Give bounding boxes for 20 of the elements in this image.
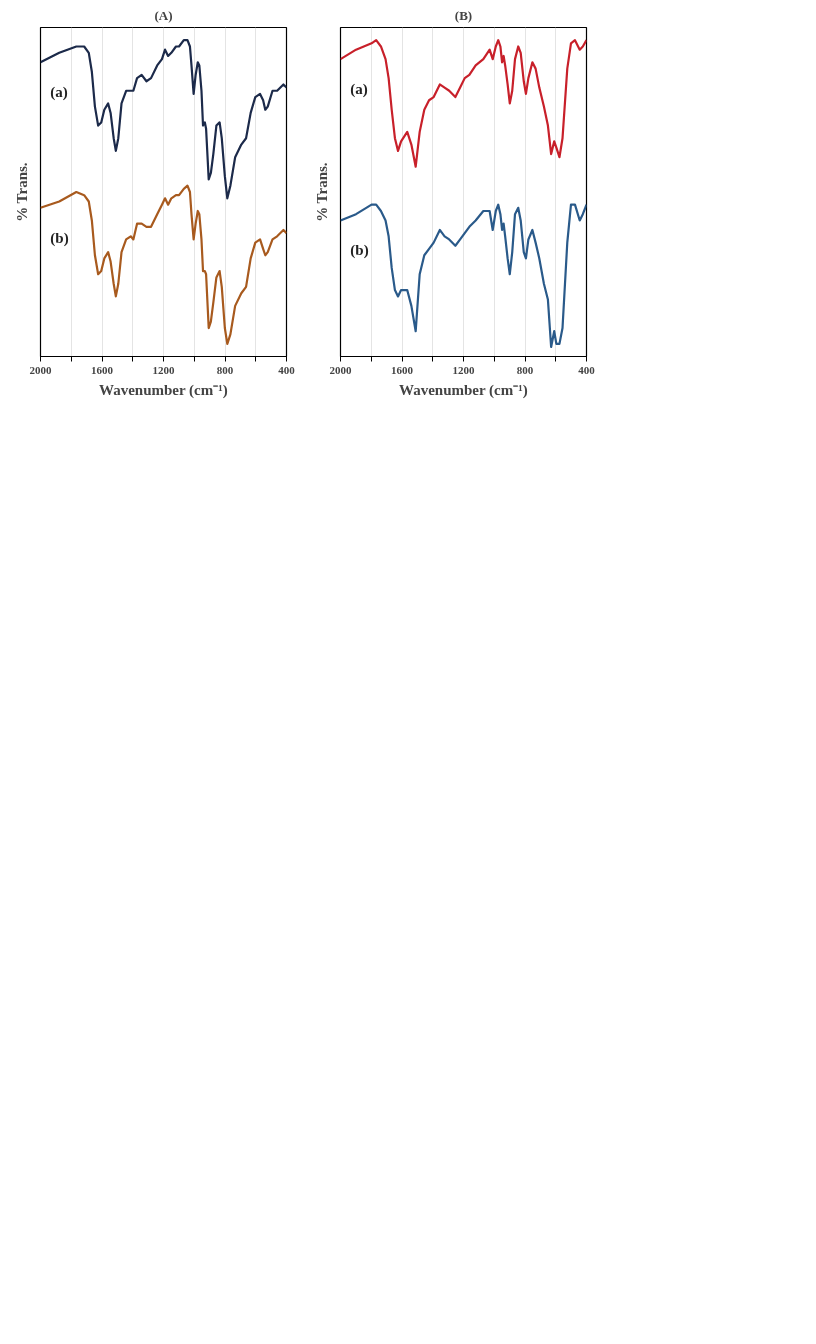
x-tick-label: 400 (578, 363, 596, 376)
chart-title: (B) (454, 7, 473, 23)
y-axis-title: % Trans. (13, 162, 30, 222)
x-axis-title: Wavenumber (cm⁻¹) (398, 381, 528, 399)
x-tick-label: 2000 (29, 363, 52, 376)
x-tick-label: 1600 (391, 363, 414, 376)
x-axis-title: Wavenumber (cm⁻¹) (98, 381, 228, 399)
x-tick-label: 800 (516, 363, 534, 376)
x-tick-label: 1200 (152, 363, 175, 376)
series-label: (a) (350, 81, 368, 99)
series-label: (a) (50, 84, 68, 102)
x-tick-label: 1600 (91, 363, 114, 376)
series-label: (b) (50, 229, 69, 247)
series-label: (b) (350, 242, 369, 260)
x-tick-label: 400 (278, 363, 296, 376)
x-tick-label: 1200 (452, 363, 475, 376)
x-tick-label: 2000 (329, 363, 352, 376)
chart-title: (A) (154, 7, 173, 23)
x-tick-label: 800 (216, 363, 234, 376)
y-axis-title: % Trans. (313, 162, 330, 222)
